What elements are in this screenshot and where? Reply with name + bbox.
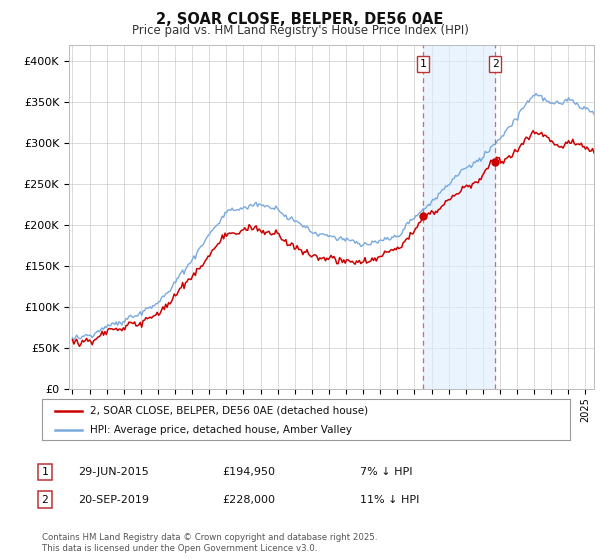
Text: Contains HM Land Registry data © Crown copyright and database right 2025.
This d: Contains HM Land Registry data © Crown c… [42, 533, 377, 553]
Text: Price paid vs. HM Land Registry's House Price Index (HPI): Price paid vs. HM Land Registry's House … [131, 24, 469, 36]
Text: HPI: Average price, detached house, Amber Valley: HPI: Average price, detached house, Ambe… [89, 424, 352, 435]
Text: 11% ↓ HPI: 11% ↓ HPI [360, 494, 419, 505]
Text: 2: 2 [492, 59, 499, 69]
Text: 20-SEP-2019: 20-SEP-2019 [78, 494, 149, 505]
Text: 2, SOAR CLOSE, BELPER, DE56 0AE (detached house): 2, SOAR CLOSE, BELPER, DE56 0AE (detache… [89, 405, 368, 416]
Text: 2: 2 [41, 494, 49, 505]
Text: £194,950: £194,950 [222, 467, 275, 477]
Text: 7% ↓ HPI: 7% ↓ HPI [360, 467, 413, 477]
Text: 29-JUN-2015: 29-JUN-2015 [78, 467, 149, 477]
Text: 1: 1 [419, 59, 426, 69]
Text: 1: 1 [41, 467, 49, 477]
Bar [423, 45, 495, 389]
Text: £228,000: £228,000 [222, 494, 275, 505]
Text: 2, SOAR CLOSE, BELPER, DE56 0AE: 2, SOAR CLOSE, BELPER, DE56 0AE [157, 12, 443, 27]
